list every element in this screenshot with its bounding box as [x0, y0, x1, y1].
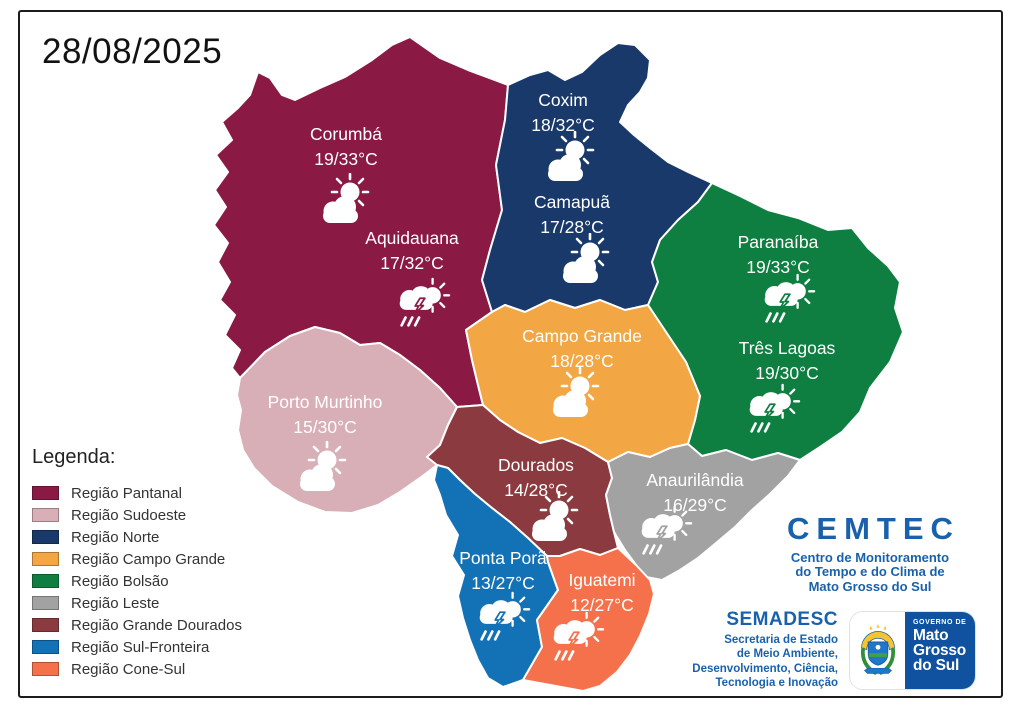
- legend-item: Região Pantanal: [32, 482, 242, 504]
- legend-item: Região Norte: [32, 526, 242, 548]
- cemtec-subtitle: Centro de Monitoramento do Tempo e do Cl…: [790, 550, 950, 594]
- region-sul-fronteira: [433, 464, 559, 688]
- legend-color-swatch: [32, 530, 59, 544]
- legend-item: Região Grande Dourados: [32, 614, 242, 636]
- legend-label: Região Sudoeste: [71, 506, 187, 524]
- legend-item: Região Cone-Sul: [32, 658, 242, 680]
- governo-ms-logo: GOVERNO DE Mato Grosso do Sul: [849, 611, 976, 690]
- legend-color-swatch: [32, 618, 59, 632]
- legend-items: Região Pantanal Região Sudoeste Região Nor…: [32, 482, 242, 680]
- legend-label: Região Norte: [71, 528, 160, 546]
- forecast-date: 28/08/2025: [42, 32, 223, 71]
- legend: Legenda: Região Pantanal Região Sudoeste R…: [32, 446, 242, 680]
- legend-label: Região Campo Grande: [71, 550, 226, 568]
- cemtec-title: CEMTEC: [787, 511, 960, 546]
- legend-color-swatch: [32, 640, 59, 654]
- legend-item: Região Bolsão: [32, 570, 242, 592]
- legend-color-swatch: [32, 486, 59, 500]
- semadesc-title: SEMADESC: [726, 609, 838, 630]
- legend-color-swatch: [32, 552, 59, 566]
- legend-title: Legenda:: [32, 446, 116, 468]
- legend-label: Região Pantanal: [71, 484, 182, 502]
- legend-item: Região Sul-Fronteira: [32, 636, 242, 658]
- legend-label: Região Cone-Sul: [71, 660, 186, 678]
- legend-item: Região Sudoeste: [32, 504, 242, 526]
- cemtec-logo: CEMTEC Centro de Monitoramento do Tempo …: [772, 511, 968, 594]
- region-leste: [605, 443, 801, 581]
- semadesc-subtitle: Secretaria de Estado de Meio Ambiente, D…: [692, 634, 838, 690]
- legend-color-swatch: [32, 596, 59, 610]
- frame-border: [18, 10, 1003, 698]
- ms-coat-of-arms-icon: [850, 612, 905, 689]
- semadesc-logo: SEMADESC Secretaria de Estado de Meio Am…: [650, 609, 838, 691]
- legend-label: Região Sul-Fronteira: [71, 638, 210, 656]
- legend-color-swatch: [32, 662, 59, 676]
- legend-label: Região Grande Dourados: [71, 616, 242, 634]
- legend-item: Região Leste: [32, 592, 242, 614]
- legend-label: Região Bolsão: [71, 572, 169, 590]
- legend-label: Região Leste: [71, 594, 160, 612]
- legend-item: Região Campo Grande: [32, 548, 242, 570]
- governo-ms-wordmark: GOVERNO DE Mato Grosso do Sul: [905, 612, 975, 689]
- governo-de-label: GOVERNO DE: [913, 619, 967, 626]
- mato-grosso-do-sul-label: Mato Grosso do Sul: [913, 627, 967, 675]
- legend-color-swatch: [32, 508, 59, 522]
- legend-color-swatch: [32, 574, 59, 588]
